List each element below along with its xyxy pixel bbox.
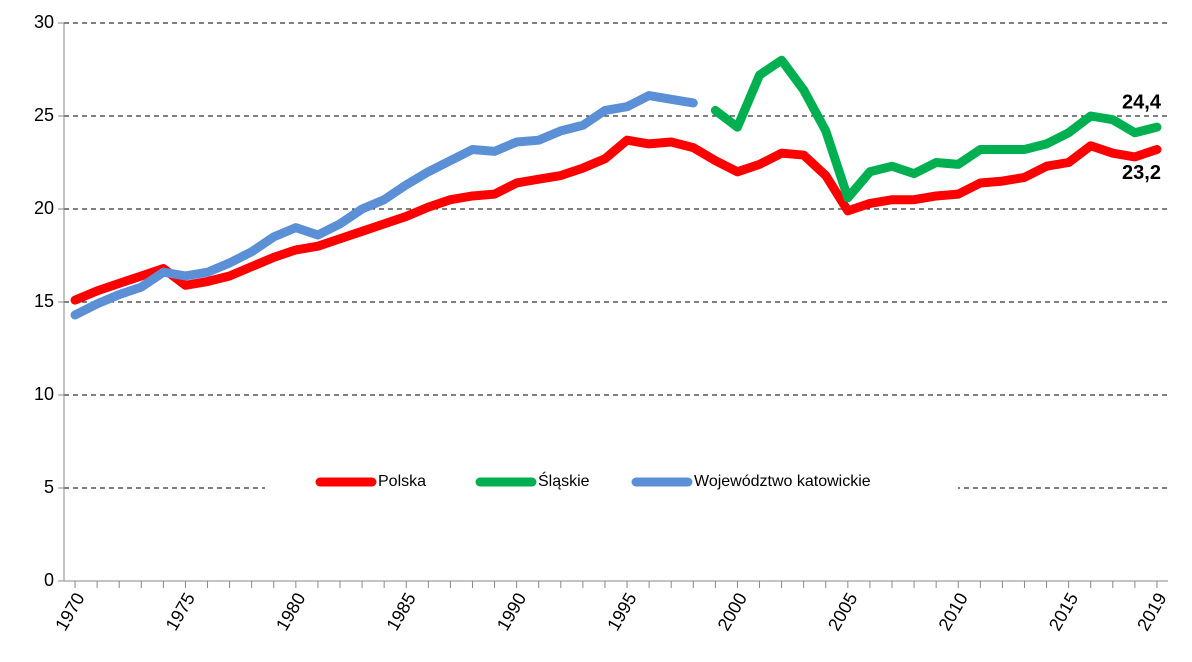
series-line [710, 55, 1162, 203]
legend-label: Polska [378, 473, 426, 490]
x-tick-label: 2019 [1133, 589, 1170, 634]
x-tick-label: 2015 [1045, 589, 1082, 634]
x-tick-label: 2005 [824, 589, 861, 634]
x-tick-label: 1995 [603, 589, 640, 634]
y-tick-label: 5 [44, 477, 54, 497]
data-label: 23,2 [1122, 162, 1161, 184]
legend-label: Śląskie [538, 471, 590, 490]
legend-label: Województwo katowickie [694, 473, 871, 490]
x-tick-label: 1985 [382, 589, 419, 634]
y-tick-label: 15 [34, 291, 54, 311]
data-label: 24,4 [1122, 91, 1162, 113]
x-tick-label: 2010 [934, 589, 971, 634]
y-tick-label: 30 [34, 12, 54, 32]
x-tick-label: 1970 [51, 589, 88, 634]
series-line [70, 91, 698, 320]
y-tick-label: 20 [34, 198, 54, 218]
x-tick-label: 2000 [714, 589, 751, 634]
y-tick-label: 0 [44, 570, 54, 590]
series-line [70, 135, 1162, 305]
x-tick-label: 1975 [162, 589, 199, 634]
legend-box [265, 467, 958, 497]
x-tick-label: 1980 [272, 589, 309, 634]
x-tick-label: 1990 [493, 589, 530, 634]
y-tick-label: 25 [34, 105, 54, 125]
y-tick-label: 10 [34, 384, 54, 404]
